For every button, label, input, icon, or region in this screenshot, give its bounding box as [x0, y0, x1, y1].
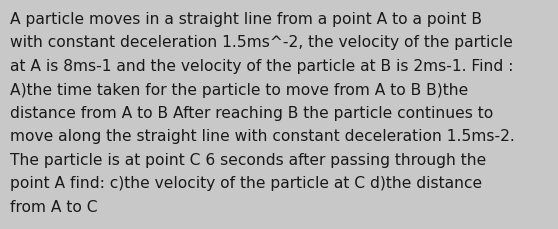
Text: distance from A to B After reaching B the particle continues to: distance from A to B After reaching B th…: [10, 106, 493, 120]
Text: A particle moves in a straight line from a point A to a point B: A particle moves in a straight line from…: [10, 12, 482, 27]
Text: A)the time taken for the particle to move from A to B B)the: A)the time taken for the particle to mov…: [10, 82, 468, 97]
Text: at A is 8ms-1 and the velocity of the particle at B is 2ms-1. Find :: at A is 8ms-1 and the velocity of the pa…: [10, 59, 513, 74]
Text: The particle is at point C 6 seconds after passing through the: The particle is at point C 6 seconds aft…: [10, 152, 486, 167]
Text: from A to C: from A to C: [10, 199, 98, 214]
Text: with constant deceleration 1.5ms^-2, the velocity of the particle: with constant deceleration 1.5ms^-2, the…: [10, 35, 513, 50]
Text: move along the straight line with constant deceleration 1.5ms-2.: move along the straight line with consta…: [10, 129, 514, 144]
Text: point A find: c)the velocity of the particle at C d)the distance: point A find: c)the velocity of the part…: [10, 176, 482, 191]
